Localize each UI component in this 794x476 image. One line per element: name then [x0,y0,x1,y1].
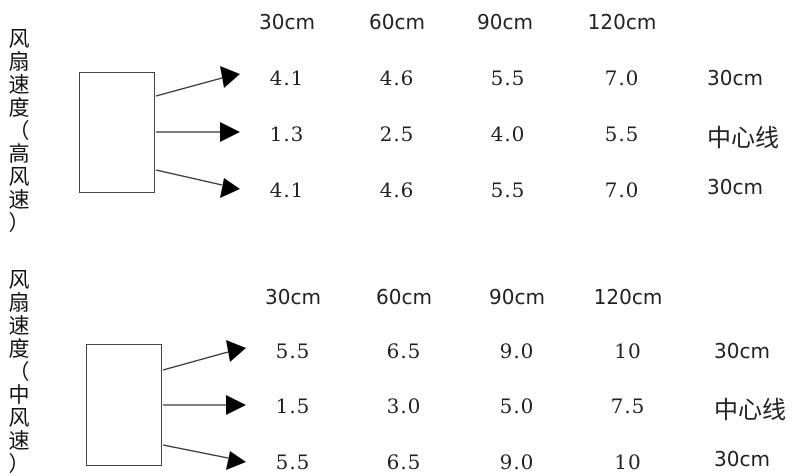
speed-value: 5.5 [604,122,640,146]
speed-value: 1.3 [269,122,305,146]
speed-value: 5.5 [490,66,526,90]
arrowhead-upper [220,66,240,88]
distance-header-120: 120cm [587,10,657,34]
row-position-label: 中心线 [714,396,786,424]
speed-value: 5.5 [275,450,311,474]
medium-speed-panel: 风 扇 速 度 （ 中 风 速 ） 30cm 60cm 90cm 120cm 5… [0,240,794,476]
airflow-arrows [155,66,240,198]
row-position-label: 30cm [714,339,770,363]
row-position-label: 30cm [707,66,763,90]
speed-value: 5.5 [490,178,526,202]
distance-header-90: 90cm [477,10,533,34]
speed-value: 10 [614,339,642,363]
panel-label: 风 扇 速 度 （ 中 风 速 ） [8,268,30,476]
distance-header-90: 90cm [489,285,545,309]
fan-box [79,72,155,193]
high-speed-panel: 风 扇 速 度 （ 高 风 速 ） 30cm 60cm 90cm 120cm 4… [8,10,780,235]
speed-value: 2.5 [379,122,415,146]
fan-box [86,344,162,466]
speed-value: 4.1 [269,66,305,90]
row-position-label: 30cm [707,175,763,199]
speed-value: 3.0 [386,394,422,418]
arrowhead-lower [226,451,246,470]
row-position-label: 中心线 [707,124,779,152]
speed-value: 4.1 [269,178,305,202]
speed-value: 7.0 [604,178,640,202]
distance-header-120: 120cm [593,285,663,309]
distance-header-60: 60cm [369,10,425,34]
speed-value: 5.5 [275,339,311,363]
speed-value: 4.6 [379,66,415,90]
airflow-arrows [162,340,246,470]
speed-value: 1.5 [275,394,311,418]
speed-value: 9.0 [499,339,535,363]
speed-value: 10 [614,450,642,474]
arrowhead-center [226,395,246,415]
panel-label: 风 扇 速 度 （ 高 风 速 ） [8,27,30,235]
speed-value: 4.0 [490,122,526,146]
arrow-line-upper [155,77,223,97]
arrow-line-lower [162,444,229,459]
distance-header-60: 60cm [376,285,432,309]
speed-value: 6.5 [386,450,422,474]
speed-value: 6.5 [386,339,422,363]
speed-value: 7.5 [610,394,646,418]
speed-value: 7.0 [604,66,640,90]
speed-value: 4.6 [379,178,415,202]
distance-header-30: 30cm [265,285,321,309]
arrow-line-upper [162,351,229,371]
distance-header-30: 30cm [259,10,315,34]
row-position-label: 30cm [714,447,770,471]
arrowhead-lower [220,178,240,198]
arrow-line-lower [155,169,223,186]
speed-value: 5.0 [499,394,535,418]
speed-value: 9.0 [499,450,535,474]
arrowhead-center [220,122,240,142]
arrowhead-upper [226,340,246,362]
